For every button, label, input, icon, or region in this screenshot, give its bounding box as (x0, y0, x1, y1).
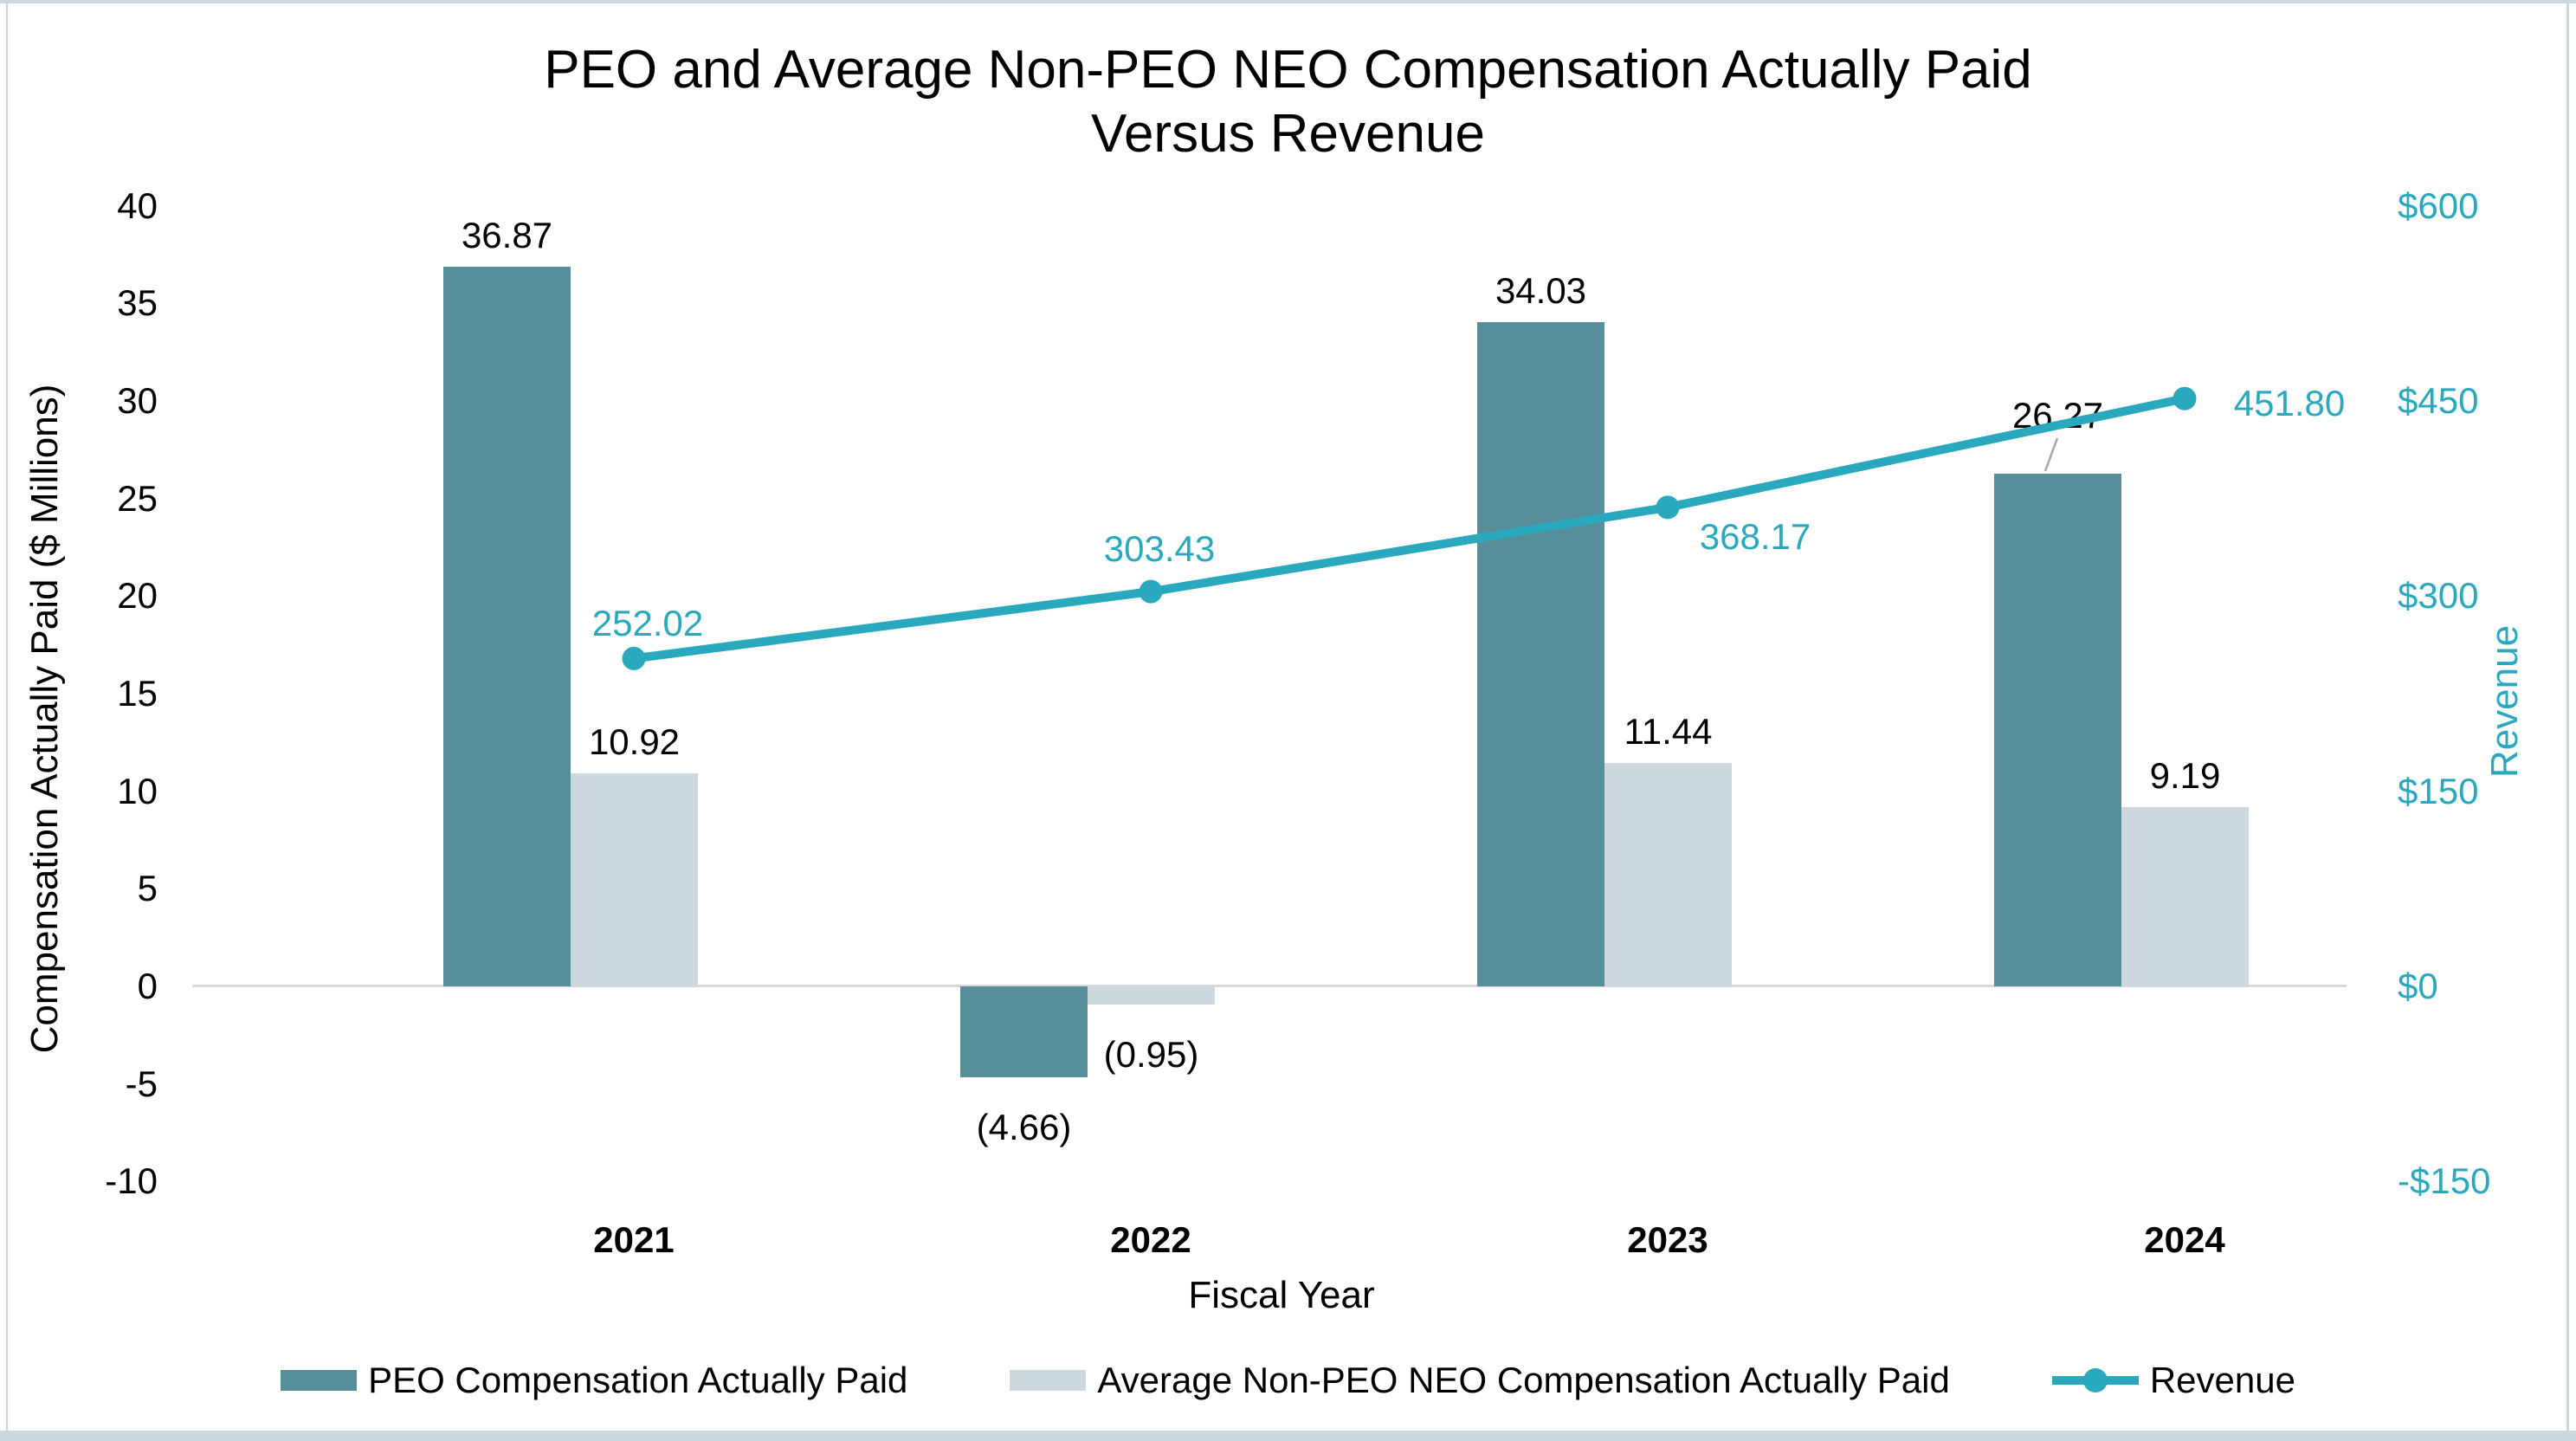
revenue-line-swatch (2051, 1368, 2139, 1393)
nonpeo-bar-data-label: 11.44 (1624, 711, 1713, 753)
peo-bar-swatch (281, 1370, 358, 1391)
frame-edge-right (2566, 0, 2569, 1441)
right-axis-tick: $300 (2398, 575, 2479, 617)
right-axis-tick: $450 (2398, 379, 2479, 421)
revenue-line (633, 394, 2186, 663)
revenue-data-label: 451.80 (2233, 383, 2346, 424)
revenue-point-marker (1656, 495, 1680, 520)
nonpeo-bar-swatch (1010, 1370, 1087, 1391)
peo-bar-data-label: 34.03 (1495, 270, 1587, 312)
revenue-data-label: 368.17 (1699, 515, 1811, 557)
chart-title-line2: Versus Revenue (1091, 104, 1485, 164)
left-axis-tick: 15 (117, 672, 158, 714)
legend: PEO Compensation Actually Paid Average N… (0, 1360, 2576, 1401)
left-axis-tick: 10 (117, 770, 158, 811)
zero-gridline (192, 985, 2347, 987)
revenue-point-marker (1139, 579, 1163, 604)
legend-item-revenue: Revenue (2051, 1360, 2295, 1401)
peo-bar (960, 986, 1088, 1078)
left-axis-tick: 40 (117, 184, 158, 226)
x-axis-category-label: 2023 (1627, 1219, 1708, 1260)
data-label-leader-line (2043, 437, 2059, 472)
left-axis-tick: 0 (137, 966, 158, 1006)
frame-edge-bottom (0, 1431, 2576, 1441)
legend-item-peo: PEO Compensation Actually Paid (281, 1360, 907, 1401)
left-axis-tick: 20 (117, 575, 158, 617)
left-axis-tick: 35 (117, 282, 158, 324)
legend-item-nonpeo: Average Non-PEO NEO Compensation Actuall… (1010, 1360, 1950, 1401)
revenue-point-marker (622, 646, 646, 670)
legend-label-nonpeo: Average Non-PEO NEO Compensation Actuall… (1097, 1360, 1950, 1400)
revenue-data-label: 303.43 (1103, 528, 1216, 570)
right-axis-tick: $0 (2398, 966, 2438, 1006)
peo-bar (1994, 473, 2121, 986)
right-axis-tick: $600 (2398, 184, 2479, 226)
x-axis-category-label: 2022 (1110, 1219, 1191, 1260)
revenue-marker-icon (2082, 1368, 2108, 1393)
peo-bar (1477, 322, 1604, 986)
x-axis-category-label: 2021 (593, 1219, 675, 1260)
legend-label-peo: PEO Compensation Actually Paid (368, 1360, 908, 1400)
nonpeo-bar (2121, 806, 2249, 986)
chart-title: PEO and Average Non-PEO NEO Compensation… (0, 38, 2576, 166)
left-axis-tick: 25 (117, 477, 158, 519)
revenue-data-label: 252.02 (591, 603, 704, 644)
x-axis-title: Fiscal Year (1188, 1274, 1375, 1316)
peo-bar-data-label: (4.66) (976, 1107, 1072, 1148)
nonpeo-bar (571, 772, 698, 986)
nonpeo-bar-data-label: 10.92 (588, 720, 681, 762)
nonpeo-bar-data-label: (0.95) (1103, 1034, 1199, 1076)
chart-title-line1: PEO and Average Non-PEO NEO Compensation… (544, 40, 2032, 100)
frame-edge-top (0, 0, 2576, 3)
legend-label-revenue: Revenue (2149, 1360, 2295, 1400)
x-axis-category-label: 2024 (2144, 1219, 2225, 1260)
revenue-point-marker (2172, 386, 2197, 410)
nonpeo-bar-data-label: 9.19 (2149, 754, 2221, 796)
right-axis-tick: -$150 (2398, 1160, 2491, 1202)
frame-edge-left (6, 0, 8, 1441)
left-axis-tick: -5 (125, 1063, 158, 1104)
peo-bar-data-label: 36.87 (461, 215, 553, 256)
left-axis-tick: 30 (117, 379, 158, 421)
right-axis-tick: $150 (2398, 770, 2479, 811)
nonpeo-bar (1088, 986, 1215, 1005)
peo-bar (443, 267, 571, 986)
nonpeo-bar (1604, 763, 1732, 986)
left-axis-tick: -10 (105, 1160, 158, 1202)
left-axis-tick: 5 (137, 868, 158, 909)
